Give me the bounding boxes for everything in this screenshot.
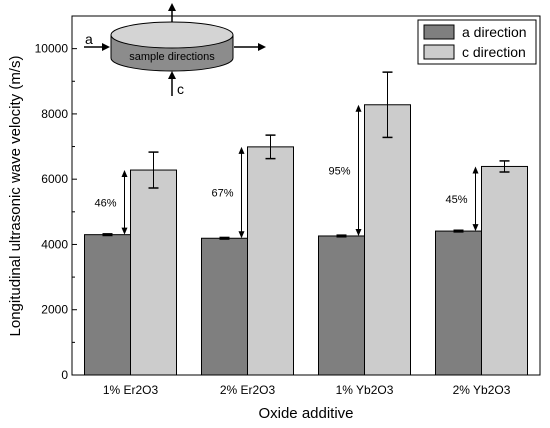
difference-arrow-head-down (121, 227, 128, 235)
percent-label: 95% (328, 165, 350, 177)
legend-label-c: c direction (462, 44, 526, 60)
y-tick-label: 10000 (35, 42, 69, 56)
bar-a-direction (435, 230, 482, 376)
y-tick-label: 8000 (41, 107, 68, 121)
c-direction-label: c (177, 81, 184, 97)
percent-label: 46% (94, 197, 116, 209)
y-tick-label: 6000 (41, 172, 68, 186)
difference-arrow-head-down (355, 228, 362, 236)
a-direction-label: a (85, 31, 93, 47)
legend-label-a: a direction (462, 24, 527, 40)
x-tick-label: 2% Yb2O3 (453, 383, 511, 397)
plot-frame (71, 15, 541, 376)
disc-label: sample directions (129, 51, 215, 63)
legend-swatch-a (423, 24, 455, 40)
x-axis-ticks: 1% Er2O3 2% Er2O3 1% Yb2O3 2% Yb2O3 (103, 370, 511, 397)
c-arrow-head (168, 71, 176, 79)
bar-a-direction (201, 237, 248, 376)
error-bars (102, 71, 510, 240)
y-tick-label: 4000 (41, 237, 68, 251)
sample-direction-diagram: sample directions a c (84, 3, 266, 97)
difference-arrow-head-up (355, 104, 362, 112)
x-tick-label: 2% Er2O3 (220, 383, 276, 397)
bar-a-direction (84, 234, 131, 376)
x-tick-label: 1% Yb2O3 (336, 383, 394, 397)
right-arrow-head (258, 43, 266, 51)
difference-arrow-head-down (238, 231, 245, 239)
bar-c-direction (364, 104, 411, 376)
y-axis-ticks: 0 2000 4000 6000 8000 10000 (35, 42, 77, 382)
bar-c-direction (481, 165, 528, 376)
legend-swatch-c (423, 44, 455, 60)
up-arrow-head (168, 3, 176, 11)
y-axis-title: Longitudinal ultrasonic wave velocity (m… (7, 56, 24, 337)
legend: a direction c direction (417, 19, 537, 65)
bar-a-direction (318, 235, 365, 376)
y-tick-label: 2000 (41, 303, 68, 317)
bar-c-direction (130, 169, 177, 376)
bar-c-direction (247, 146, 294, 376)
y-tick-label: 0 (61, 368, 68, 382)
x-tick-label: 1% Er2O3 (103, 383, 159, 397)
x-axis-title: Oxide additive (258, 405, 353, 422)
difference-arrow-head-up (121, 170, 128, 178)
difference-arrow-head-down (472, 224, 479, 232)
bars (84, 104, 528, 376)
difference-arrow-head-up (238, 146, 245, 154)
percent-label: 45% (445, 194, 467, 206)
percent-label: 67% (211, 188, 233, 200)
percent-annotations: 46% 67% 95% 45% (94, 104, 479, 239)
disc-top (110, 21, 234, 49)
a-arrow-head (102, 43, 110, 51)
difference-arrow-head-up (472, 166, 479, 174)
